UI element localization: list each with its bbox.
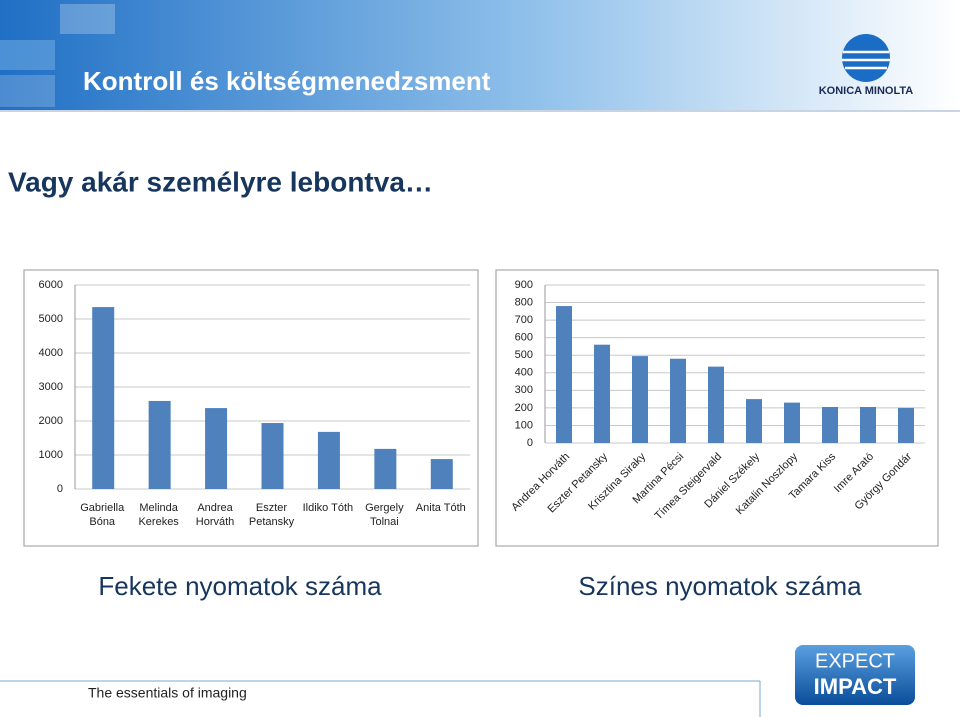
y-tick-label: 0: [527, 437, 533, 449]
y-tick-label: 800: [515, 296, 533, 308]
subtitle: Vagy akár személyre lebontva…: [8, 166, 433, 197]
header-tile: [0, 75, 55, 107]
bar: [670, 358, 686, 443]
bar: [860, 407, 876, 443]
badge-text: IMPACT: [814, 674, 897, 699]
y-tick-label: 2000: [39, 415, 63, 427]
y-tick-label: 1000: [39, 449, 63, 461]
x-tick-label: Eszter Petansky: [248, 502, 295, 528]
bar: [148, 400, 171, 489]
y-tick-label: 400: [515, 367, 533, 379]
y-tick-label: 200: [515, 402, 533, 414]
bar: [205, 408, 228, 489]
chart-title: Színes nyomatok száma: [578, 571, 862, 601]
badge-text: EXPECT: [815, 650, 895, 672]
footer-tagline: The essentials of imaging: [88, 685, 247, 701]
header-tile: [60, 4, 115, 34]
badge: [795, 645, 915, 705]
y-tick-label: 100: [515, 419, 533, 431]
x-tick-label: Anita Tóth: [415, 502, 466, 514]
y-tick-label: 3000: [39, 381, 63, 393]
logo-stripes: [842, 50, 890, 70]
bar: [822, 407, 838, 443]
bar: [784, 402, 800, 443]
y-tick-label: 4000: [39, 347, 63, 359]
x-tick-label: Gabriella Bóna: [80, 502, 125, 528]
y-tick-label: 300: [515, 384, 533, 396]
bar: [746, 399, 762, 443]
bar: [374, 448, 397, 489]
y-tick-label: 0: [57, 483, 63, 495]
x-tick-label: Ildiko Tóth: [302, 502, 354, 514]
logo-text: KONICA MINOLTA: [819, 85, 914, 97]
bar: [594, 344, 610, 443]
y-tick-label: 6000: [39, 279, 63, 291]
header-tile: [0, 40, 55, 70]
x-tick-label: Gergely Tolnai: [365, 502, 404, 528]
bar: [261, 423, 284, 489]
bar: [708, 366, 724, 443]
logo-globe: [842, 34, 890, 82]
x-tick-label: Andrea Horváth: [195, 502, 235, 528]
y-tick-label: 500: [515, 349, 533, 361]
header-title: Kontroll és költségmenedzsment: [83, 66, 491, 96]
header-rule: [0, 110, 960, 112]
bar: [430, 459, 453, 489]
y-tick-label: 600: [515, 332, 533, 344]
bar: [898, 407, 914, 443]
chart-title: Fekete nyomatok száma: [98, 571, 382, 601]
y-tick-label: 5000: [39, 313, 63, 325]
y-tick-label: 900: [515, 279, 533, 291]
x-tick-label: Melinda Kerekes: [138, 502, 179, 528]
bar: [632, 356, 648, 443]
y-tick-label: 700: [515, 314, 533, 326]
bar: [556, 306, 572, 443]
bar: [92, 307, 115, 489]
header-band: [0, 0, 960, 110]
bar: [317, 431, 340, 489]
